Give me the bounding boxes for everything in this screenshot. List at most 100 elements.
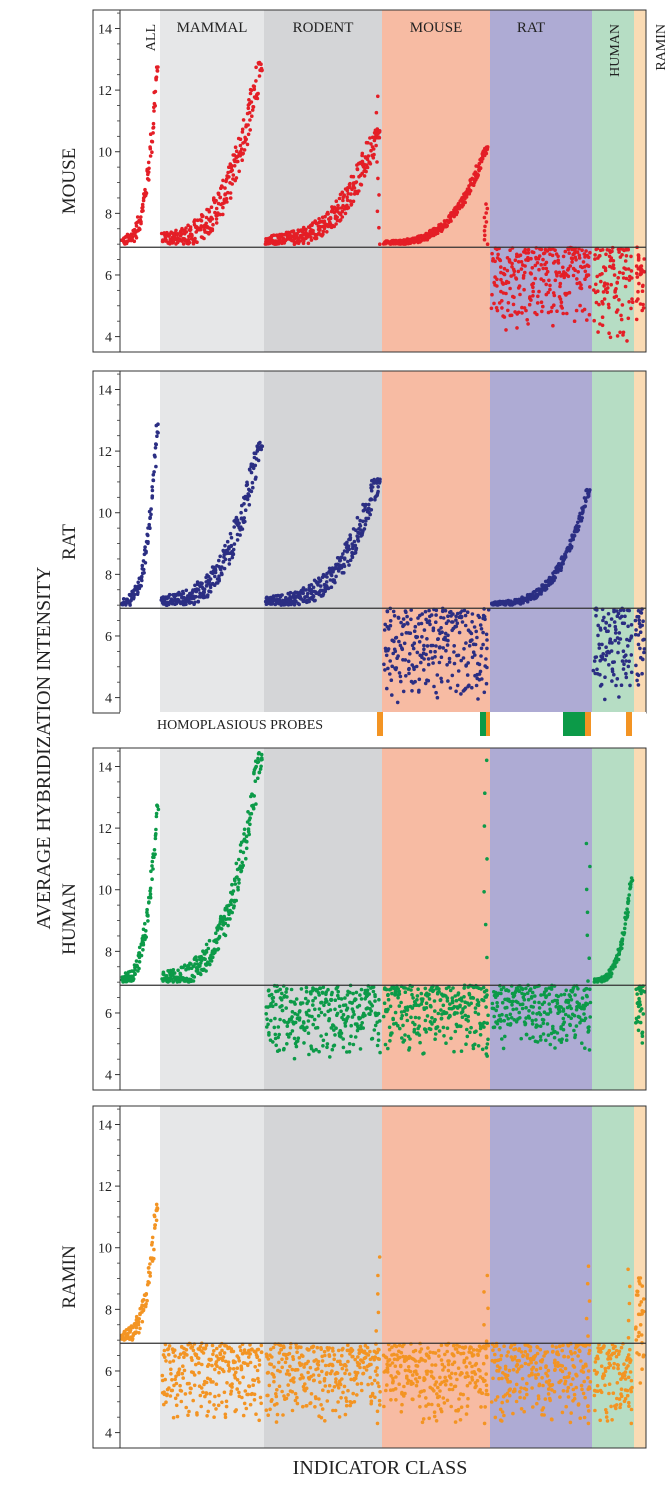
data-point <box>229 902 233 907</box>
data-point <box>526 322 530 326</box>
data-point <box>485 638 489 642</box>
data-point <box>629 623 634 627</box>
data-point <box>311 1344 316 1349</box>
data-point <box>278 987 283 992</box>
data-point <box>616 247 621 252</box>
data-point <box>401 617 406 621</box>
data-point <box>531 1005 535 1009</box>
data-point <box>176 968 180 973</box>
data-point <box>486 1013 490 1018</box>
data-point <box>161 972 165 976</box>
data-point <box>343 211 348 216</box>
data-point <box>248 816 252 820</box>
data-point <box>154 827 158 832</box>
data-point <box>152 855 156 859</box>
data-point <box>223 543 227 548</box>
data-point <box>168 1394 173 1398</box>
data-point <box>351 991 355 996</box>
data-point <box>319 1347 324 1351</box>
data-point <box>461 203 466 207</box>
data-point <box>547 992 552 997</box>
data-point <box>588 285 592 289</box>
data-point <box>137 226 141 231</box>
data-point <box>232 525 236 529</box>
data-point <box>359 183 364 187</box>
data-point <box>154 442 158 447</box>
data-point <box>422 668 426 672</box>
data-point <box>583 269 588 274</box>
data-point <box>482 1020 487 1025</box>
data-point <box>393 649 398 654</box>
data-point <box>417 1024 422 1028</box>
data-point <box>641 283 645 288</box>
series-points <box>119 60 646 343</box>
data-point <box>292 1036 297 1041</box>
data-point <box>226 547 231 551</box>
data-point <box>286 1383 291 1387</box>
data-point <box>277 1032 282 1037</box>
data-point <box>214 221 219 225</box>
data-point <box>246 132 251 137</box>
data-point <box>383 1042 388 1047</box>
data-point <box>186 238 191 242</box>
data-point <box>375 1043 380 1048</box>
data-point <box>320 1407 325 1411</box>
data-point <box>532 1000 537 1004</box>
data-point <box>344 1364 348 1368</box>
data-point <box>498 258 503 263</box>
data-point <box>295 1013 300 1017</box>
data-point <box>402 623 407 627</box>
data-point <box>613 631 618 635</box>
data-point <box>483 233 487 238</box>
data-point <box>436 637 441 641</box>
data-point <box>576 520 580 525</box>
data-point <box>624 254 629 258</box>
data-point <box>634 264 639 268</box>
data-point <box>447 985 451 989</box>
data-point <box>272 1365 276 1369</box>
data-point <box>508 248 512 252</box>
data-point <box>305 594 310 599</box>
data-point <box>376 489 380 494</box>
data-point <box>459 692 463 696</box>
data-point <box>147 1280 151 1285</box>
data-point <box>431 988 436 993</box>
data-point <box>443 608 448 613</box>
data-point <box>526 251 531 255</box>
data-point <box>156 422 160 427</box>
data-point <box>334 574 338 579</box>
data-point <box>163 1355 167 1359</box>
data-point <box>528 295 532 299</box>
data-point <box>583 1046 587 1050</box>
data-point <box>311 221 315 225</box>
band-mammal <box>160 10 264 352</box>
data-point <box>489 306 494 311</box>
data-point <box>418 1040 422 1045</box>
data-point <box>419 1002 424 1006</box>
data-point <box>209 1357 213 1362</box>
data-point <box>272 1379 276 1384</box>
data-point <box>484 988 489 993</box>
data-point <box>132 239 137 244</box>
data-point <box>445 1026 450 1030</box>
data-point <box>365 988 370 992</box>
data-point <box>431 626 436 630</box>
data-point <box>250 480 255 485</box>
data-point <box>233 145 238 149</box>
data-point <box>202 587 207 591</box>
data-point <box>490 251 494 256</box>
data-point <box>378 1390 382 1394</box>
data-point <box>253 463 258 468</box>
data-point <box>206 946 211 951</box>
data-point <box>193 600 197 605</box>
series-points <box>120 422 647 705</box>
band-human <box>592 10 634 352</box>
data-point <box>354 548 358 552</box>
data-point <box>593 257 597 261</box>
data-point <box>420 999 425 1004</box>
data-point <box>231 1367 236 1371</box>
data-point <box>168 968 173 973</box>
y-tick-label: 4 <box>105 692 112 707</box>
data-point <box>498 1026 502 1030</box>
